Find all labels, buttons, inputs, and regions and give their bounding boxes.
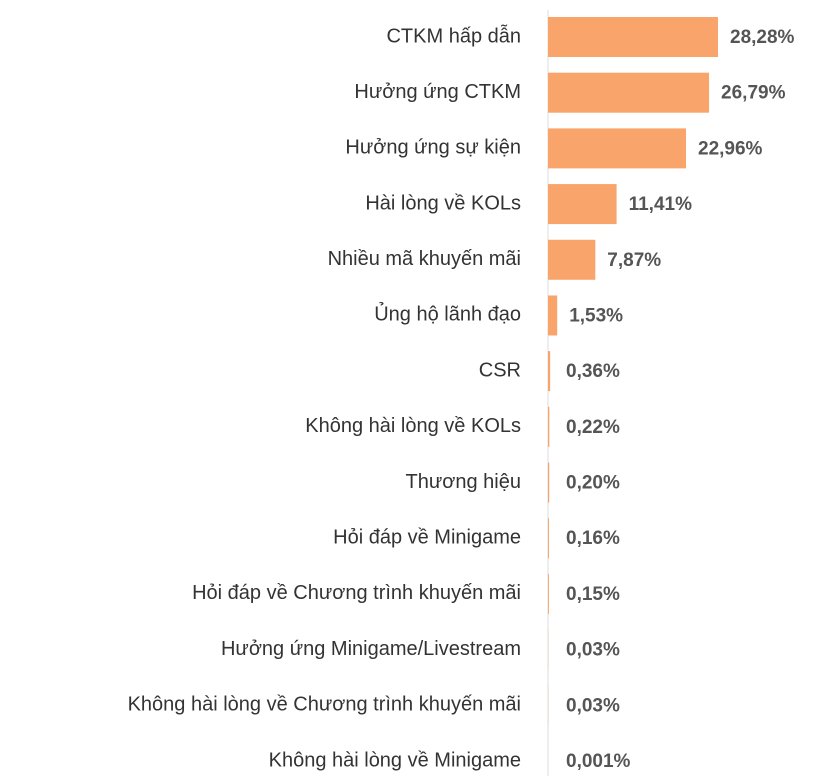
- category-label: Hỏi đáp về Minigame: [333, 527, 521, 549]
- bar: [548, 406, 550, 447]
- value-label: 0,20%: [566, 473, 620, 494]
- category-label: Hài lòng về KOLs: [365, 192, 521, 214]
- value-label: 0,03%: [566, 640, 620, 661]
- value-label: 11,41%: [629, 194, 692, 215]
- category-label: Hưởng ứng sự kiện: [345, 137, 521, 159]
- value-label: 0,03%: [566, 695, 620, 716]
- value-label: 0,001%: [566, 751, 631, 772]
- category-label: Không hài lòng về Minigame: [269, 749, 521, 771]
- category-label: Hỏi đáp về Chương trình khuyến mãi: [192, 582, 521, 604]
- value-label: 26,79%: [721, 83, 786, 104]
- value-label: 22,96%: [698, 138, 763, 159]
- value-label: 7,87%: [607, 250, 661, 271]
- bar: [548, 184, 617, 225]
- value-label: 0,22%: [566, 417, 620, 438]
- bar: [548, 573, 549, 614]
- bar: [548, 128, 687, 169]
- bar: [548, 462, 550, 503]
- category-label: Hưởng ứng Minigame/Livestream: [221, 638, 521, 660]
- category-label: Nhiều mã khuyến mãi: [328, 248, 521, 270]
- bar: [548, 72, 710, 113]
- category-label: CTKM hấp dẫn: [386, 24, 521, 47]
- bar: [548, 239, 596, 280]
- bar: [548, 351, 551, 392]
- category-label: Không hài lòng về Chương trình khuyến mã…: [128, 694, 521, 716]
- bar: [548, 518, 549, 559]
- value-label: 0,36%: [566, 361, 620, 382]
- category-label: Hưởng ứng CTKM: [354, 81, 521, 103]
- value-label: 0,15%: [566, 584, 620, 605]
- category-label: CSR: [479, 359, 521, 381]
- category-label: Không hài lòng về KOLs: [305, 415, 521, 437]
- value-label: 0,16%: [566, 528, 620, 549]
- value-label: 1,53%: [569, 305, 623, 326]
- category-label: Thương hiệu: [406, 471, 521, 493]
- bar: [548, 295, 558, 336]
- value-label: 28,28%: [730, 27, 795, 48]
- bar: [548, 17, 718, 57]
- category-label: Ủng hộ lãnh đạo: [374, 302, 521, 326]
